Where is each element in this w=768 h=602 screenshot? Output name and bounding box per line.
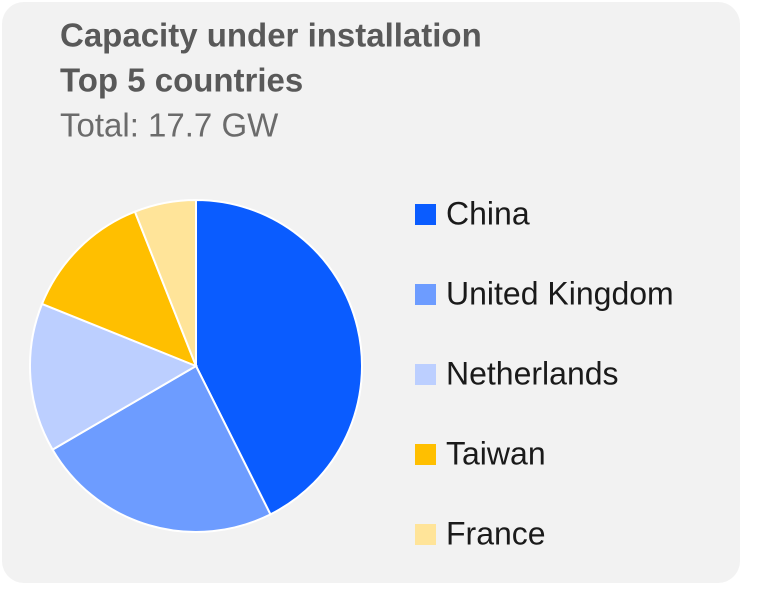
legend-swatch [415,284,436,305]
legend-swatch [415,524,436,545]
chart-annotation: Total: 17.7 GW [60,107,279,144]
chart-subtitle: Top 5 countries [60,62,303,99]
legend-label: Netherlands [446,355,619,391]
legend-label: China [446,195,530,231]
pie-slice [29,302,199,451]
chart-title: Capacity under installation [60,17,482,54]
legend-swatch [415,204,436,225]
legend-label: France [446,515,546,551]
legend-swatch [415,364,436,385]
legend-label: United Kingdom [446,275,674,311]
pie-slice [133,198,197,367]
legend-swatch [415,444,436,465]
pie-slice [195,198,363,516]
pie-slice [51,364,272,533]
pie-slice [40,210,198,368]
legend-label: Taiwan [446,435,546,471]
